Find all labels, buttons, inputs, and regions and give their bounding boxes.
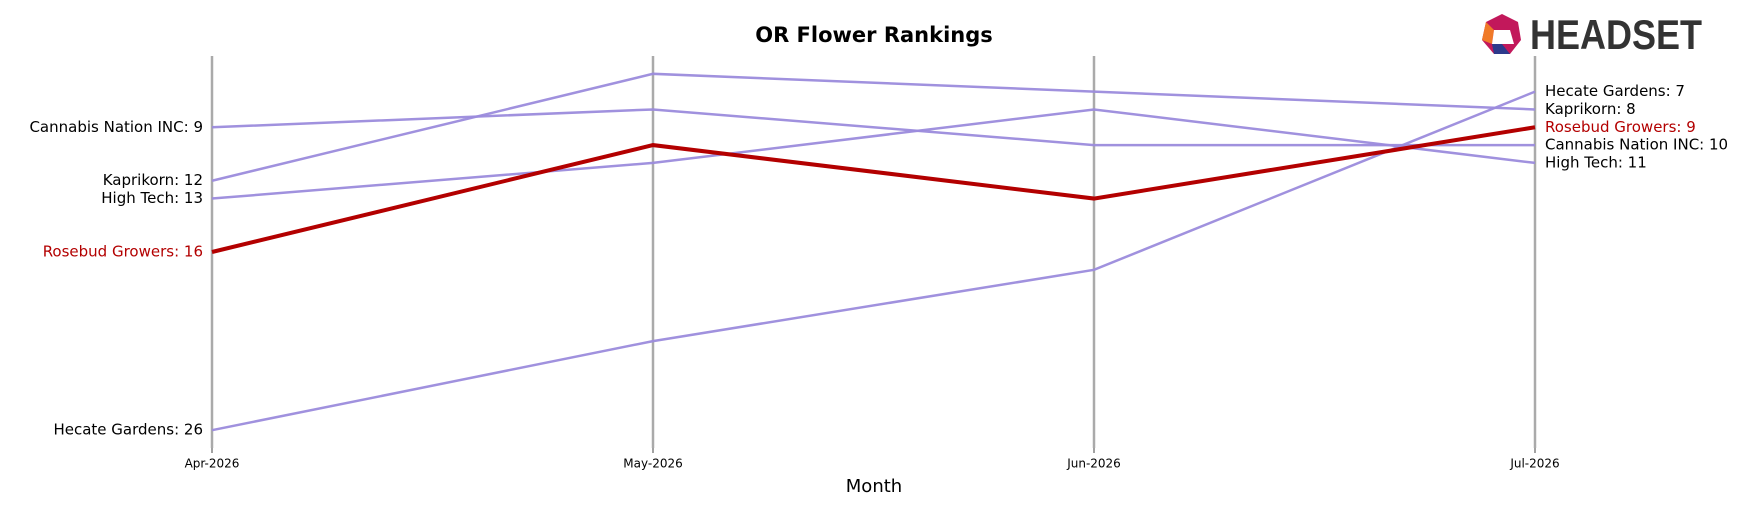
rank-label: Kaprikorn: 8 xyxy=(1545,100,1636,118)
logo-icon-part xyxy=(1492,44,1510,54)
logo-icon-part xyxy=(1482,22,1494,44)
logo-icon-hole xyxy=(1492,30,1514,44)
rank-label: Kaprikorn: 12 xyxy=(103,171,203,189)
highlight-line xyxy=(211,125,1536,254)
x-tick-label: Jun-2026 xyxy=(1066,457,1121,471)
series-line xyxy=(211,108,1536,200)
rank-label: High Tech: 13 xyxy=(101,189,203,207)
rank-label: Cannabis Nation INC: 9 xyxy=(29,118,203,136)
rank-label: Cannabis Nation INC: 10 xyxy=(1545,136,1728,154)
logo-text: HEADSET xyxy=(1530,11,1702,58)
series-line xyxy=(211,72,1536,182)
rank-label: Rosebud Growers: 9 xyxy=(1545,118,1696,136)
x-tick-label: Apr-2026 xyxy=(185,457,240,471)
x-tick-label: May-2026 xyxy=(623,457,682,471)
x-tick-label: Jul-2026 xyxy=(1509,457,1559,471)
rank-label: Hecate Gardens: 7 xyxy=(1545,82,1685,100)
series-line xyxy=(211,90,1536,432)
chart-title: OR Flower Rankings xyxy=(755,23,993,47)
logo: HEADSET xyxy=(1482,11,1702,58)
x-axis-label: Month xyxy=(846,476,902,497)
rank-label: Hecate Gardens: 26 xyxy=(53,421,203,439)
series-line xyxy=(211,108,1535,147)
rank-label: Rosebud Growers: 16 xyxy=(43,243,203,261)
rank-label: High Tech: 11 xyxy=(1545,153,1647,171)
